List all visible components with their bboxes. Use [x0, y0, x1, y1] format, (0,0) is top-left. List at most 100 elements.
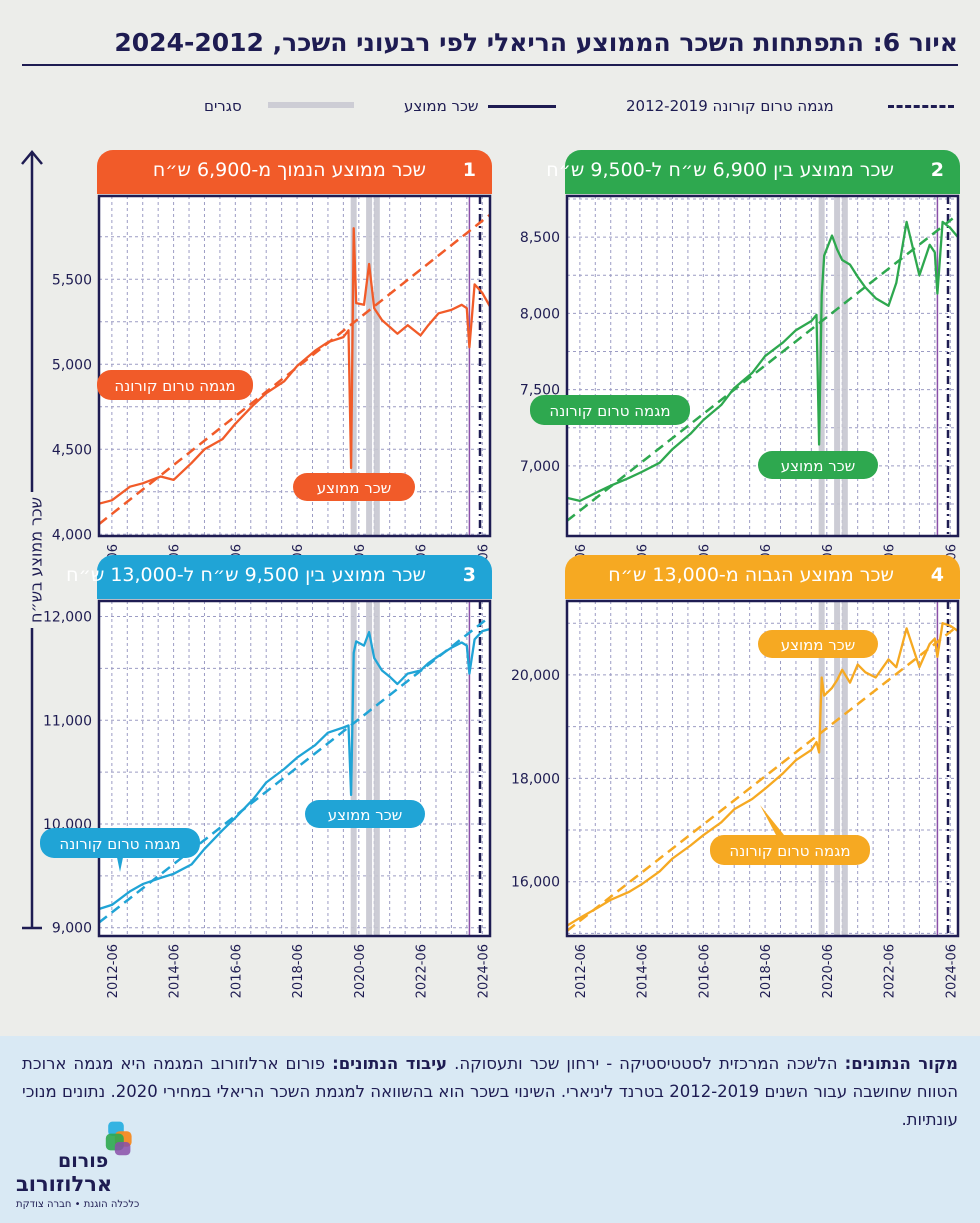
lockdown-band	[373, 601, 380, 936]
plot-frame	[97, 599, 492, 938]
data-point	[831, 234, 833, 237]
data-point	[818, 443, 820, 446]
data-point	[934, 251, 936, 254]
data-point	[689, 844, 692, 847]
data-point	[172, 479, 175, 481]
data-point	[406, 324, 409, 327]
data-point	[234, 816, 237, 819]
data-point	[265, 781, 268, 784]
data-point	[111, 499, 113, 502]
y-tick-label: 5,000	[52, 357, 92, 373]
data-point	[864, 286, 867, 289]
data-point	[396, 332, 399, 335]
data-point	[609, 899, 612, 901]
data-point	[836, 248, 838, 251]
data-point	[388, 326, 391, 328]
x-tick-label: 2020-06	[821, 944, 836, 998]
data-point	[941, 622, 944, 625]
panel-2-number: 2	[930, 159, 944, 181]
panel-1-header: 1 שכר ממוצע הנמוך מ-6,900 ש״ח	[97, 150, 492, 194]
data-point	[350, 467, 352, 469]
mean-callout-label: שכר ממוצע	[328, 806, 403, 824]
lockdown-band	[366, 196, 373, 536]
data-point	[141, 482, 144, 485]
data-point	[841, 259, 844, 261]
data-point	[283, 768, 286, 770]
data-point	[373, 657, 376, 659]
trend-callout-bubble	[530, 395, 690, 425]
lockdown-band	[834, 196, 841, 536]
lockdown-band	[841, 196, 848, 536]
panel-4-header: 4 שכר ממוצע הגבוה מ-13,000 ש״ח	[565, 555, 960, 599]
data-point	[887, 658, 890, 661]
data-point	[918, 274, 921, 277]
data-point	[671, 857, 674, 860]
data-point	[481, 630, 484, 632]
data-point	[874, 676, 877, 679]
mean-callout-bubble	[305, 800, 425, 828]
data-point	[190, 863, 193, 866]
x-tick-label: 2016-06	[229, 944, 244, 998]
data-point	[252, 798, 255, 800]
data-point	[221, 438, 224, 440]
data-point	[934, 637, 936, 640]
data-point	[234, 423, 237, 425]
data-point	[363, 644, 365, 647]
data-point	[640, 471, 643, 473]
data-point	[856, 663, 859, 666]
legend-trend-swatch	[888, 105, 954, 108]
data-point	[129, 485, 131, 488]
mean-callout-label: שכר ממוצע	[317, 479, 392, 497]
data-point	[466, 307, 468, 310]
data-point	[579, 917, 581, 919]
mean-callout-bubble	[293, 473, 415, 501]
y-tick-label: 8,500	[520, 230, 560, 246]
y-tick-label: 9,000	[52, 921, 92, 937]
data-point	[579, 500, 581, 502]
data-point	[874, 297, 877, 299]
title-rule	[22, 64, 958, 66]
data-point	[733, 387, 736, 389]
footer	[0, 1036, 980, 1223]
logo-mark	[105, 1121, 132, 1156]
data-point	[640, 883, 643, 886]
data-point	[671, 448, 674, 450]
logo-name-line2: ארלוזורוב	[16, 1172, 113, 1196]
data-point	[203, 448, 206, 451]
data-point	[818, 751, 820, 754]
panel-2-header: 2 שכר ממוצע בין 6,900 ש״ח ל-9,500 ש״ח	[546, 150, 960, 194]
x-tick-label: 2012-06	[574, 944, 589, 998]
y-tick-label: 4,000	[52, 527, 92, 543]
data-point	[296, 365, 298, 367]
data-point	[450, 646, 453, 649]
legend-mean-swatch	[488, 105, 556, 108]
data-point	[702, 419, 705, 421]
data-point	[949, 227, 952, 229]
mean-callout-label: שכר ממוצע	[781, 636, 856, 654]
plot-area	[99, 196, 490, 536]
data-point	[918, 666, 921, 668]
data-point	[172, 872, 175, 875]
plot-frame	[565, 194, 960, 538]
data-point	[689, 433, 692, 435]
data-point	[460, 641, 463, 644]
data-point	[597, 906, 599, 909]
data-point	[396, 683, 399, 685]
data-point	[350, 794, 352, 796]
lockdown-band	[373, 196, 380, 536]
data-point	[265, 392, 268, 395]
trend-line	[566, 213, 959, 522]
data-point	[658, 462, 661, 464]
x-tick-label: 2020-06	[353, 944, 368, 998]
trend-callout-label: מגמה טרום קורונה	[114, 377, 235, 395]
data-point	[795, 329, 797, 331]
lockdown-band	[834, 601, 841, 936]
data-point	[849, 681, 851, 684]
y-tick-label: 7,000	[520, 459, 560, 475]
mean-wage-line	[98, 627, 491, 911]
data-point	[864, 671, 867, 674]
plot-frame	[97, 194, 492, 538]
y-tick-label: 4,500	[52, 442, 92, 458]
trend-line	[566, 624, 959, 932]
